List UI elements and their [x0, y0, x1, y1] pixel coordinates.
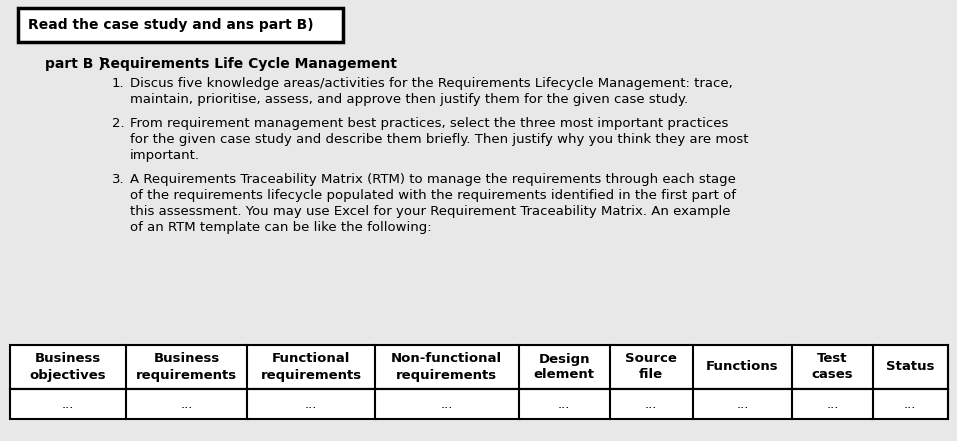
Bar [10, 389, 948, 419]
Text: ...: ... [736, 397, 748, 411]
Text: Functional
requirements: Functional requirements [260, 352, 362, 381]
Text: for the given case study and describe them briefly. Then justify why you think t: for the given case study and describe th… [130, 133, 748, 146]
Text: of the requirements lifecycle populated with the requirements identified in the : of the requirements lifecycle populated … [130, 189, 736, 202]
Text: Business
objectives: Business objectives [30, 352, 106, 381]
Text: important.: important. [130, 149, 200, 162]
Text: Requirements Life Cycle Management: Requirements Life Cycle Management [90, 57, 397, 71]
Text: ...: ... [904, 397, 917, 411]
Text: Source
file: Source file [625, 352, 678, 381]
Text: A Requirements Traceability Matrix (RTM) to manage the requirements through each: A Requirements Traceability Matrix (RTM)… [130, 173, 736, 186]
Bar [10, 345, 948, 389]
Text: Test
cases: Test cases [812, 352, 854, 381]
Text: Functions: Functions [706, 360, 779, 374]
Text: 1.: 1. [112, 77, 124, 90]
Text: ...: ... [180, 397, 192, 411]
Text: Read the case study and ans part B): Read the case study and ans part B) [28, 18, 314, 32]
Text: ...: ... [440, 397, 453, 411]
Text: Status: Status [886, 360, 935, 374]
Text: of an RTM template can be like the following:: of an RTM template can be like the follo… [130, 221, 432, 234]
Text: From requirement management best practices, select the three most important prac: From requirement management best practic… [130, 117, 728, 130]
Text: part B ): part B ) [45, 57, 104, 71]
Text: ...: ... [826, 397, 838, 411]
Text: ...: ... [305, 397, 318, 411]
FancyBboxPatch shape [18, 8, 343, 42]
Text: Non-functional
requirements: Non-functional requirements [391, 352, 502, 381]
Text: ...: ... [61, 397, 74, 411]
Text: 3.: 3. [112, 173, 124, 186]
Text: maintain, prioritise, assess, and approve then justify them for the given case s: maintain, prioritise, assess, and approv… [130, 93, 688, 106]
Text: ...: ... [645, 397, 657, 411]
Text: ...: ... [558, 397, 570, 411]
Text: Discus five knowledge areas/activities for the Requirements Lifecycle Management: Discus five knowledge areas/activities f… [130, 77, 733, 90]
Text: Design
element: Design element [534, 352, 594, 381]
Text: 2.: 2. [112, 117, 124, 130]
Text: this assessment. You may use Excel for your Requirement Traceability Matrix. An : this assessment. You may use Excel for y… [130, 205, 730, 218]
Text: Business
requirements: Business requirements [136, 352, 237, 381]
